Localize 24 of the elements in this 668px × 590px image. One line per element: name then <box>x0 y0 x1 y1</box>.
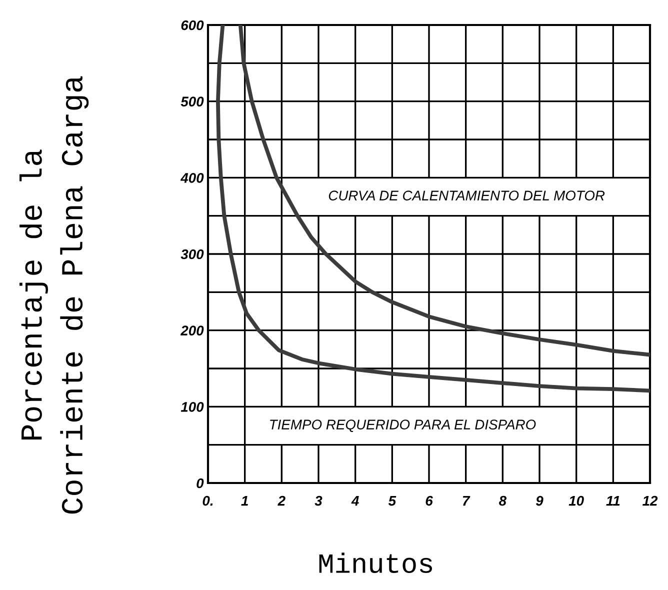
x-tick-label: 1 <box>241 496 248 506</box>
x-tick-label: 6 <box>426 496 433 506</box>
x-tick-label: 9 <box>536 496 544 506</box>
y-tick-label: 200 <box>180 326 204 336</box>
x-tick-label: 8 <box>498 496 507 506</box>
x-tick-label: 0. <box>202 496 213 506</box>
text: CURVA DE CALENTAMIENTO DEL MOTOR <box>328 190 605 200</box>
x-tick-label: 4 <box>351 496 359 506</box>
x-tick-label: 2 <box>278 496 286 506</box>
x-tick-label: 11 <box>606 496 620 506</box>
x-tick-label: 3 <box>314 496 322 506</box>
x-tick-label: 10 <box>568 496 584 506</box>
y-tick-label: 0 <box>196 478 204 488</box>
y-tick-label: 300 <box>180 249 204 260</box>
x-tick-label: 5 <box>388 496 396 506</box>
y-tick-label: 400 <box>180 173 204 183</box>
y-axis-title: Porcentaje de la Corriente de Plena Carga <box>20 76 89 514</box>
text: TIEMPO REQUERIDO PARA EL DISPARO <box>270 420 536 432</box>
x-tick-label: 12 <box>642 496 658 506</box>
y-tick-label: 600 <box>181 20 204 30</box>
x-tick-label: 7 <box>462 496 470 506</box>
y-tick-label: 100 <box>180 402 204 412</box>
y-tick-label: 500 <box>180 96 204 107</box>
x-axis-title: Minutos <box>319 552 432 574</box>
